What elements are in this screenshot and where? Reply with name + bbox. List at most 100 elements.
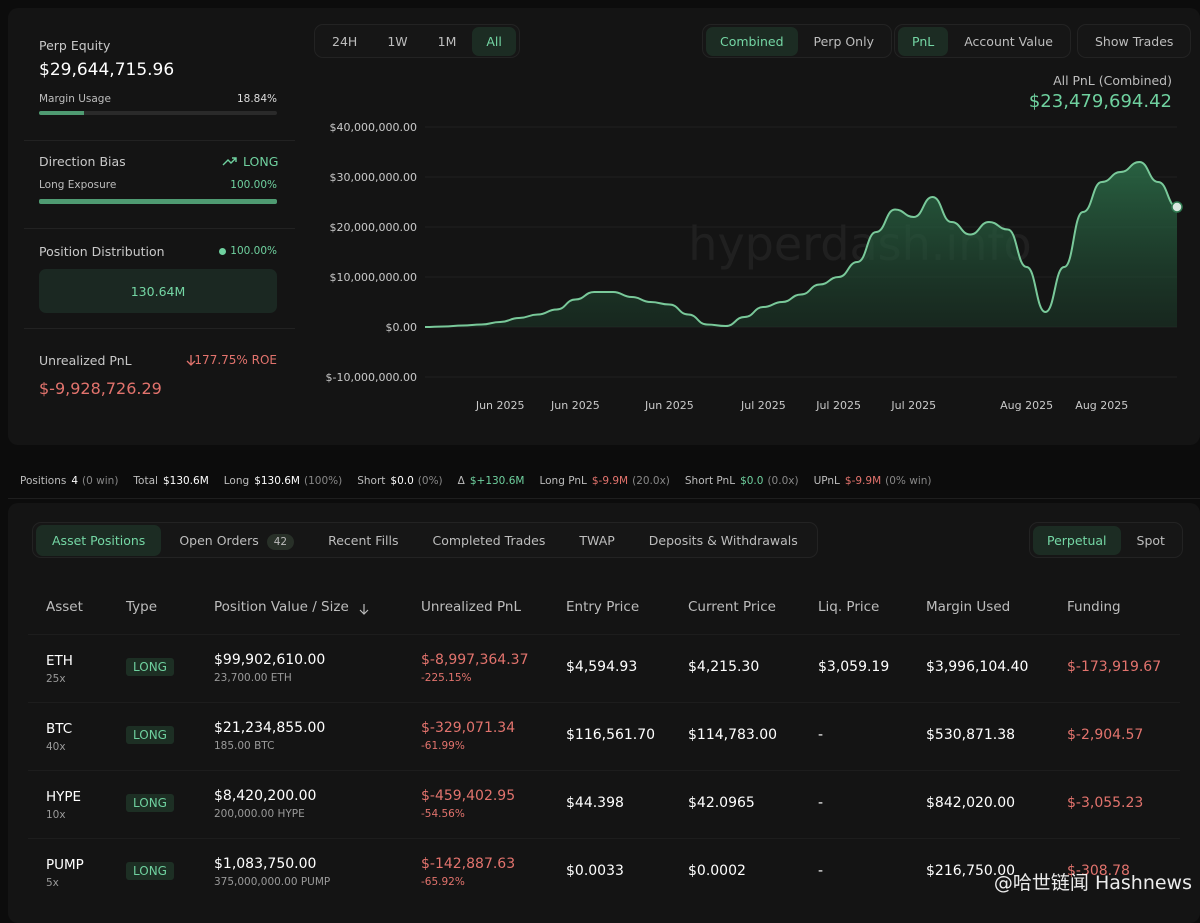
position-value: $99,902,610.00 [214,652,326,668]
tab[interactable]: TWAP [563,525,630,556]
y-tick-label: $40,000,000.00 [330,121,417,134]
column-header[interactable]: Liq. Price [818,599,880,615]
leverage: 25x [46,673,66,685]
margin-price: $3,996,104.40 [926,659,1029,675]
funding: $-308.78 [1067,863,1130,879]
column-header[interactable]: Funding [1067,599,1121,615]
unrealized-pct: -225.15% [421,672,472,684]
unrealized-pnl: $-8,997,364.37 [421,652,529,668]
position-size: 185.00 BTC [214,740,275,752]
column-header[interactable]: Position Value / Size [214,599,349,615]
position-value: $1,083,750.00 [214,856,317,872]
tab[interactable]: Open Orders 42 [163,525,310,556]
trend-icon [222,157,237,166]
stats-bar: Positions 4 (0 win) Total $130.6M Long $130.6M… [20,475,932,487]
market-tab[interactable]: Spot [1136,532,1165,548]
leverage: 10x [46,809,66,821]
asset: BTC [46,721,73,737]
stat: UPnL $-9.9M (0% win) [814,475,932,487]
range-button[interactable]: 1M [437,33,457,49]
equity-value: $29,644,715.96 [39,60,175,80]
tab[interactable]: Completed Trades [417,525,562,556]
column-header[interactable]: Type [126,599,158,615]
stat-label: Δ [457,475,465,487]
y-tick-label: $10,000,000.00 [330,271,417,284]
stat: Short $0.0 (0%) [357,475,442,487]
margin-price: $216,750.00 [926,863,1016,879]
column-header[interactable]: Current Price [688,599,776,615]
column-header[interactable]: Unrealized PnL [421,599,522,615]
label: Unrealized PnL [39,353,132,368]
mode-button[interactable]: Perp Only [813,33,874,49]
stat-value: $0.0 [740,475,764,487]
margin-value: 18.84% [236,93,277,105]
row-divider [28,634,1180,635]
stat: Long PnL $-9.9M (20.0x) [539,475,669,487]
range-button[interactable]: All [472,26,516,56]
label: Long Exposure [39,179,117,191]
stat-note: (100%) [304,475,343,487]
row-divider [28,770,1180,771]
view-button[interactable]: Account Value [964,33,1053,49]
tab-label: Deposits & Withdrawals [648,532,798,548]
asset: HYPE [46,789,82,805]
stat-note: (0 win) [82,475,119,487]
column-header[interactable]: Entry Price [566,599,640,615]
stat-value: $130.6M [162,475,209,487]
y-tick-label: $20,000,000.00 [330,221,417,234]
legend-value: 100.00% [230,245,277,257]
entry-price: $116,561.70 [566,727,656,743]
show-trades-button[interactable]: Show Trades [1095,33,1174,49]
divider [24,140,295,141]
stat-label: Total [133,475,158,487]
view-button[interactable]: PnL [898,26,949,56]
tab[interactable]: Asset Positions [36,524,162,556]
stat: Total $130.6M [133,475,208,487]
stat-label: Long [223,475,250,487]
current-price: $114,783.00 [688,727,778,743]
leverage: 40x [46,741,66,753]
view-group: PnL Account Value [894,24,1071,58]
range-button[interactable]: 24H [332,33,358,49]
type-badge: LONG [126,658,174,676]
exposure-value: 100.00% [230,179,277,191]
exposure-bar [39,199,277,204]
tab[interactable]: Deposits & Withdrawals [633,525,814,556]
liq-price: - [818,727,824,743]
margin-price: $842,020.00 [926,795,1016,811]
position-size: 375,000,000.00 PUMP [214,876,331,888]
down-icon [186,355,196,366]
range-button[interactable]: 1W [387,33,408,49]
unrealized-pct: -54.56% [421,808,465,820]
stat-value: $-9.9M [591,475,629,487]
current-price: $0.0002 [688,863,746,879]
tab[interactable]: Recent Fills [312,525,414,556]
label: Margin Usage [39,93,111,105]
line [424,160,1178,328]
tab-label: Asset Positions [52,532,146,548]
row-divider [28,838,1180,839]
stat-note: (0.0x) [767,475,799,487]
market-tab[interactable]: Perpetual [1033,525,1121,555]
funding: $-2,904.57 [1067,727,1144,743]
pnl-label: All PnL (Combined) [1053,73,1172,88]
tab-group: Asset Positions Open Orders 42 Recent Fills… [32,522,818,558]
current-price: $4,215.30 [688,659,760,675]
roe: 177.75% ROE [194,353,277,367]
leverage: 5x [46,877,59,889]
stat-note: (20.0x) [632,475,670,487]
margin-track [39,111,277,115]
current-price: $42.0965 [688,795,755,811]
stat-label: Short [357,475,386,487]
tab-label: TWAP [579,532,615,548]
type-badge: LONG [126,726,174,744]
x-tick-label: Jun 2025 [475,399,525,412]
mode-button[interactable]: Combined [706,26,798,56]
column-header[interactable]: Asset [46,599,83,615]
stat-value: $130.6M [254,475,300,487]
trades-group: Show Trades [1077,24,1192,58]
stat-label: Long PnL [539,475,587,487]
exposure-track [39,199,277,204]
unrealized-pct: -61.99% [421,740,465,752]
column-header[interactable]: Margin Used [926,599,1011,615]
